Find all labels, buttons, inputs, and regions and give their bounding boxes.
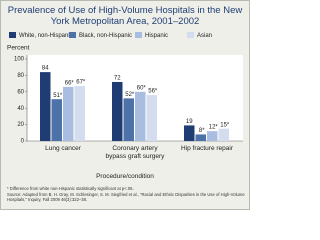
y-tick-label: 80 [17,73,24,79]
bar [184,125,195,141]
x-tick-label: Lung cancer [45,145,81,152]
bar [195,134,206,141]
legend-swatch [187,32,194,38]
x-axis-label: Procedure/condition [96,173,154,180]
bar [74,86,85,141]
y-tick-label: 40 [17,106,24,112]
legend-label: Asian [197,33,212,39]
bar [51,99,62,141]
value-label: 12* [209,125,219,131]
y-tick-label: 100 [14,57,25,63]
bar [112,81,123,141]
value-label: 72 [114,76,121,82]
bar [146,95,157,141]
value-label: 84 [42,66,49,72]
legend-swatch [9,32,16,38]
y-tick-label: 60 [17,89,24,95]
footnote: * Difference from white non-Hispanic sta… [7,186,134,191]
value-label: 67* [76,80,86,86]
value-label: 19 [186,119,193,125]
value-label: 60* [137,85,147,91]
y-axis-label: Percent [7,45,30,52]
chart: Prevalence of Use of High-Volume Hospita… [0,0,250,210]
x-tick-label: Hip fracture repair [180,145,234,152]
x-tick-label: Coronary artery bypass graft surgery [105,145,165,160]
y-tick-label: 0 [21,139,25,145]
plot: White, non-Hispanic Black, non-Hispanic Hi… [7,32,243,145]
bar [40,72,51,141]
bar [218,128,229,141]
value-label: 8* [199,128,205,134]
bar [207,131,218,141]
value-label: 56* [148,89,158,95]
value-label: 66* [65,80,75,86]
source: Source: Adapted from B. H. Gray, M. Schl… [7,192,245,202]
chart-title: Prevalence of Use of High-Volume Hospita… [7,5,243,27]
bar [63,86,74,141]
value-label: 15* [220,122,230,128]
legend-label: White, non-Hispanic [19,33,73,39]
legend-label: Black, non-Hispanic [79,33,132,39]
legend-swatch [69,32,76,38]
bar [135,91,146,141]
legend-label: Hispanic [145,33,168,39]
bar [123,98,134,141]
y-tick-label: 20 [17,122,24,128]
value-label: 52* [125,92,135,98]
value-label: 51* [53,93,63,99]
legend-swatch [135,32,142,38]
